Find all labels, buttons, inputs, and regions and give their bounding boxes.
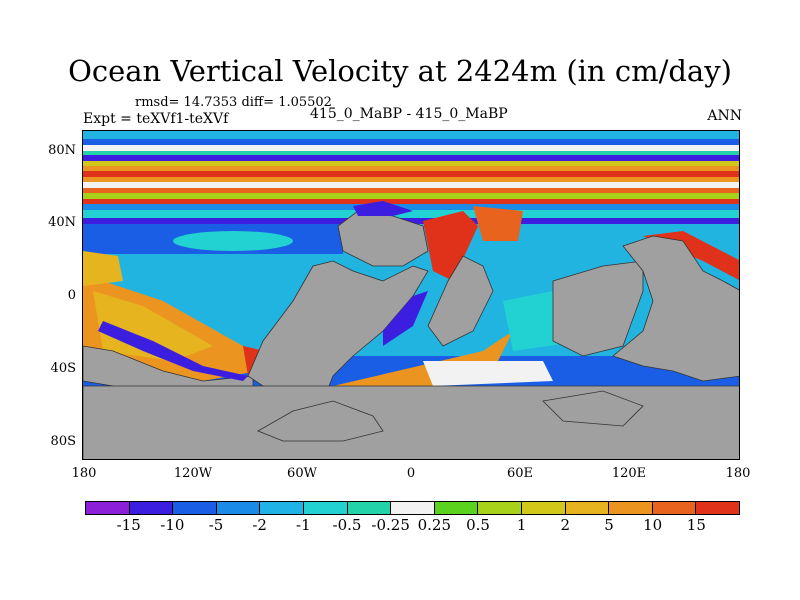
band-north-8 xyxy=(83,177,739,182)
band-north-5 xyxy=(83,161,739,166)
fringe-purple-1 xyxy=(98,321,248,381)
x-tick-label: 0 xyxy=(406,466,416,481)
map-title: Ocean Vertical Velocity at 2424m (in cm/… xyxy=(68,54,732,88)
colorbar-label: -2 xyxy=(252,516,267,534)
colorbar-swatch xyxy=(216,502,261,514)
land-india xyxy=(552,260,644,357)
fringe-purple-2 xyxy=(383,291,428,346)
y-tick-label: 40S xyxy=(50,361,76,376)
x-tick-label: 180 xyxy=(71,466,97,481)
white-patch-south xyxy=(423,361,553,386)
x-tick-label: 60E xyxy=(506,466,534,481)
colorbar-label: 1 xyxy=(516,516,527,534)
stats-text: rmsd= 14.7353 diff= 1.05502 xyxy=(135,95,332,110)
colorbar-swatch xyxy=(129,502,174,514)
band-north-14 xyxy=(83,210,739,218)
colorbar-label: -15 xyxy=(116,516,141,534)
colorbar-swatch xyxy=(86,502,130,514)
colorbar-swatch xyxy=(391,502,435,514)
x-tick-label: 120W xyxy=(173,466,213,481)
colorbar-swatch xyxy=(173,502,217,514)
colorbar-swatch xyxy=(434,502,479,514)
colorbar-label: -0.25 xyxy=(371,516,410,534)
band-north-11 xyxy=(83,193,739,199)
y-tick-label: 80N xyxy=(48,143,76,158)
colorbar-swatch xyxy=(696,502,739,514)
land-north-america xyxy=(337,210,429,267)
band-north-1 xyxy=(83,139,739,145)
colorbar-swatch xyxy=(609,502,653,514)
band-north-15 xyxy=(83,218,739,224)
season-label: ANN xyxy=(707,108,742,124)
colorbar-label: -1 xyxy=(296,516,311,534)
land-antarctica xyxy=(83,385,739,459)
coast-outline-2 xyxy=(542,390,644,427)
band-north-9 xyxy=(83,182,739,188)
center-label: 415_0_MaBP - 415_0_MaBP xyxy=(310,106,508,122)
map-plot-area xyxy=(82,130,740,460)
colorbar-label: 5 xyxy=(604,516,614,534)
colorbar-label: 0.5 xyxy=(466,516,490,534)
y-tick-label: 0 xyxy=(67,288,76,303)
band-north-12 xyxy=(83,199,739,204)
coast-outline-1 xyxy=(257,400,384,442)
colorbar-label: 15 xyxy=(686,516,706,534)
colorbar-swatch xyxy=(347,502,392,514)
colorbar-swatch xyxy=(260,502,304,514)
land-africa xyxy=(427,255,494,347)
colorbar-label: 2 xyxy=(560,516,571,534)
colorbar-label: 10 xyxy=(643,516,663,534)
colorbar-label: -5 xyxy=(208,516,224,534)
x-tick-label: 60W xyxy=(287,466,317,481)
x-tick-label: 180 xyxy=(725,466,751,481)
colorbar-swatch xyxy=(478,502,522,514)
x-tick-label: 120E xyxy=(611,466,647,481)
colorbar-swatch xyxy=(521,502,566,514)
colorbar-swatch xyxy=(565,502,610,514)
warm-strip-atlantic xyxy=(423,211,478,281)
y-tick-label: 80S xyxy=(50,434,76,449)
colorbar-label: -0.5 xyxy=(332,516,362,534)
patch-cyan-1 xyxy=(173,231,293,251)
land-australia-asia xyxy=(612,235,739,382)
map-graphic xyxy=(83,131,739,459)
colorbar-label: 0.25 xyxy=(417,516,452,534)
fringe-purple-3 xyxy=(353,201,413,216)
band-north-6 xyxy=(83,166,739,171)
band-north-2 xyxy=(83,145,739,151)
warm-patch-mediterranean xyxy=(473,206,523,241)
band-north-3 xyxy=(83,151,739,155)
colorbar-label: -10 xyxy=(160,516,185,534)
colorbar-swatch xyxy=(303,502,348,514)
warm-patch-west xyxy=(83,251,123,286)
band-north-13 xyxy=(83,204,739,210)
experiment-label: Expt = teXVf1-teXVf xyxy=(83,111,229,127)
band-north-10 xyxy=(83,188,739,193)
colorbar xyxy=(85,501,740,515)
warm-strip-south-atlantic xyxy=(333,331,513,401)
colorbar-swatch xyxy=(652,502,697,514)
y-tick-label: 40N xyxy=(48,215,76,230)
warm-region-inner xyxy=(93,291,213,361)
band-north-4 xyxy=(83,155,739,161)
band-north-7 xyxy=(83,171,739,177)
